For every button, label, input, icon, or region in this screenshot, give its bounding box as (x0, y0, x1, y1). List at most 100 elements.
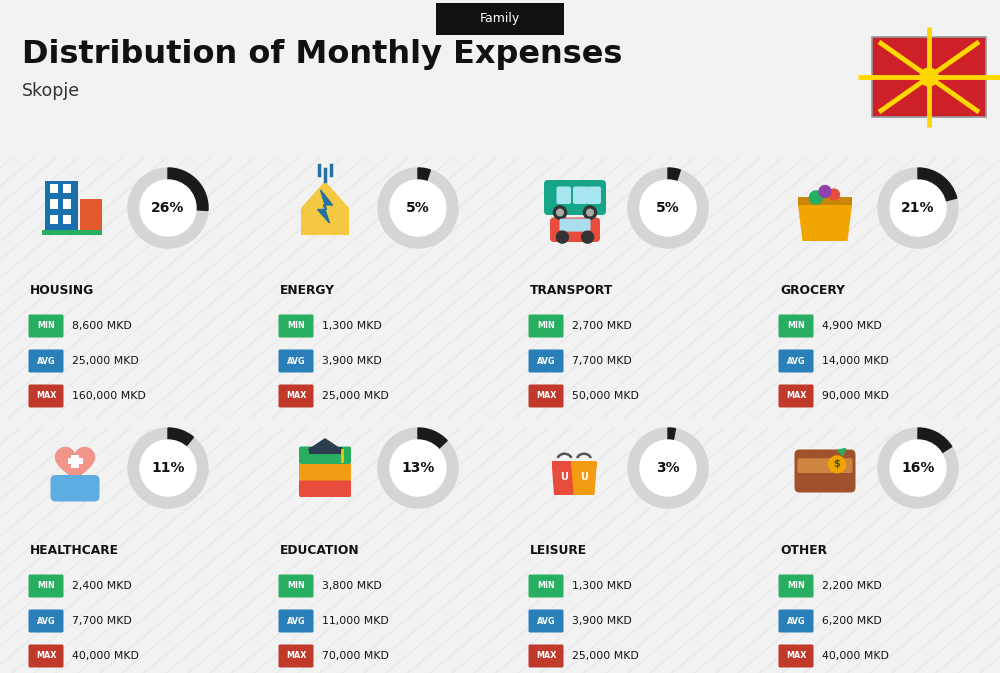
Text: 160,000 MKD: 160,000 MKD (72, 391, 146, 401)
Wedge shape (628, 428, 708, 508)
Circle shape (890, 180, 946, 236)
Circle shape (587, 209, 593, 216)
Text: 2,700 MKD: 2,700 MKD (572, 321, 632, 331)
Wedge shape (668, 168, 680, 181)
Text: AVG: AVG (37, 357, 55, 365)
Text: 2,400 MKD: 2,400 MKD (72, 581, 132, 591)
FancyBboxPatch shape (779, 384, 814, 407)
Circle shape (829, 189, 839, 200)
Text: AVG: AVG (787, 357, 805, 365)
FancyBboxPatch shape (278, 314, 314, 337)
FancyBboxPatch shape (779, 645, 814, 668)
Text: GROCERY: GROCERY (780, 285, 845, 297)
FancyBboxPatch shape (278, 384, 314, 407)
Text: 1,300 MKD: 1,300 MKD (322, 321, 382, 331)
Text: 7,700 MKD: 7,700 MKD (572, 356, 632, 366)
Text: 11%: 11% (151, 461, 185, 475)
Circle shape (556, 231, 568, 243)
Wedge shape (378, 428, 458, 508)
FancyBboxPatch shape (528, 349, 564, 372)
Text: 25,000 MKD: 25,000 MKD (72, 356, 139, 366)
Wedge shape (878, 428, 958, 508)
Text: AVG: AVG (537, 616, 555, 625)
Circle shape (557, 209, 563, 216)
FancyBboxPatch shape (528, 575, 564, 598)
Wedge shape (918, 428, 952, 453)
Text: Family: Family (480, 12, 520, 25)
Text: 50,000 MKD: 50,000 MKD (572, 391, 639, 401)
Text: 21%: 21% (901, 201, 935, 215)
FancyBboxPatch shape (779, 349, 814, 372)
Text: AVG: AVG (787, 616, 805, 625)
FancyBboxPatch shape (573, 186, 588, 204)
Text: 40,000 MKD: 40,000 MKD (822, 651, 889, 661)
FancyBboxPatch shape (308, 448, 342, 454)
Text: MAX: MAX (286, 651, 306, 660)
FancyBboxPatch shape (29, 314, 64, 337)
Text: U: U (561, 472, 568, 482)
FancyBboxPatch shape (872, 37, 986, 117)
FancyBboxPatch shape (278, 610, 314, 633)
Text: AVG: AVG (287, 616, 305, 625)
Text: MAX: MAX (536, 651, 556, 660)
Text: AVG: AVG (537, 357, 555, 365)
Text: 7,700 MKD: 7,700 MKD (72, 616, 132, 626)
FancyBboxPatch shape (50, 475, 99, 501)
FancyBboxPatch shape (528, 645, 564, 668)
Polygon shape (56, 448, 94, 483)
FancyBboxPatch shape (436, 3, 564, 35)
Circle shape (583, 206, 597, 219)
Wedge shape (168, 428, 193, 446)
Text: MIN: MIN (787, 322, 805, 330)
Circle shape (829, 456, 845, 473)
Text: 3%: 3% (656, 461, 680, 475)
FancyBboxPatch shape (798, 197, 852, 205)
FancyBboxPatch shape (528, 384, 564, 407)
FancyBboxPatch shape (42, 230, 102, 235)
FancyBboxPatch shape (50, 184, 58, 193)
Text: 90,000 MKD: 90,000 MKD (822, 391, 889, 401)
Circle shape (390, 180, 446, 236)
Text: MAX: MAX (36, 651, 56, 660)
Text: 1,300 MKD: 1,300 MKD (572, 581, 632, 591)
FancyBboxPatch shape (63, 199, 71, 209)
Text: LEISURE: LEISURE (530, 544, 587, 557)
Text: 13%: 13% (401, 461, 435, 475)
FancyBboxPatch shape (556, 186, 571, 204)
Polygon shape (318, 190, 332, 223)
Text: 2,200 MKD: 2,200 MKD (822, 581, 882, 591)
Circle shape (390, 440, 446, 496)
Text: Distribution of Monthly Expenses: Distribution of Monthly Expenses (22, 40, 622, 71)
Circle shape (809, 191, 823, 204)
Wedge shape (668, 428, 675, 441)
FancyBboxPatch shape (63, 184, 71, 193)
Wedge shape (128, 428, 208, 508)
Text: AVG: AVG (37, 616, 55, 625)
Polygon shape (571, 466, 597, 495)
Wedge shape (918, 168, 957, 201)
Text: U: U (580, 472, 588, 482)
Text: MIN: MIN (37, 322, 55, 330)
Text: MIN: MIN (787, 581, 805, 590)
Circle shape (890, 440, 946, 496)
Text: 3,800 MKD: 3,800 MKD (322, 581, 382, 591)
Text: MAX: MAX (786, 392, 806, 400)
Text: 8,600 MKD: 8,600 MKD (72, 321, 132, 331)
FancyBboxPatch shape (798, 458, 852, 473)
Text: MAX: MAX (536, 392, 556, 400)
FancyBboxPatch shape (71, 454, 79, 468)
Text: HOUSING: HOUSING (30, 285, 94, 297)
FancyBboxPatch shape (299, 479, 351, 497)
Text: MIN: MIN (537, 322, 555, 330)
Circle shape (140, 180, 196, 236)
Text: 26%: 26% (151, 201, 185, 215)
FancyBboxPatch shape (794, 450, 856, 493)
Text: 70,000 MKD: 70,000 MKD (322, 651, 389, 661)
Text: 14,000 MKD: 14,000 MKD (822, 356, 889, 366)
FancyBboxPatch shape (278, 645, 314, 668)
FancyBboxPatch shape (779, 610, 814, 633)
Text: MIN: MIN (287, 581, 305, 590)
FancyBboxPatch shape (779, 314, 814, 337)
Text: 4,900 MKD: 4,900 MKD (822, 321, 882, 331)
Text: 16%: 16% (901, 461, 935, 475)
